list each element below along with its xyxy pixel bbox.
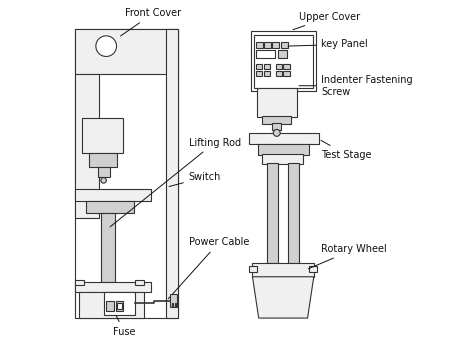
Bar: [79, 292, 144, 318]
Text: Power Cable: Power Cable: [168, 237, 249, 299]
Polygon shape: [253, 277, 314, 318]
Bar: [256, 42, 263, 48]
Text: Lifting Rod: Lifting Rod: [110, 137, 241, 227]
Circle shape: [101, 178, 106, 183]
Text: Fuse: Fuse: [113, 315, 136, 337]
Bar: [75, 282, 151, 292]
Bar: [258, 144, 310, 154]
Bar: [256, 71, 262, 76]
Bar: [276, 71, 282, 76]
Bar: [172, 303, 173, 307]
Text: Switch: Switch: [169, 172, 221, 187]
Bar: [256, 64, 262, 69]
Bar: [273, 42, 279, 48]
Bar: [104, 292, 136, 315]
Text: Upper Cover: Upper Cover: [293, 12, 360, 30]
Bar: [256, 50, 275, 58]
Bar: [278, 50, 287, 58]
Bar: [273, 123, 281, 130]
Bar: [283, 64, 290, 69]
Bar: [75, 74, 100, 218]
Bar: [276, 64, 282, 69]
Bar: [262, 154, 303, 164]
Bar: [75, 189, 151, 201]
Bar: [116, 301, 123, 311]
Bar: [75, 29, 179, 74]
Bar: [267, 163, 278, 263]
Bar: [75, 280, 84, 285]
Bar: [249, 133, 319, 144]
Bar: [98, 167, 109, 177]
Bar: [264, 64, 270, 69]
Text: Indenter Fastening
Screw: Indenter Fastening Screw: [299, 75, 413, 96]
Bar: [264, 71, 270, 76]
Bar: [262, 116, 291, 124]
Bar: [85, 201, 134, 213]
Bar: [175, 303, 176, 307]
Bar: [283, 71, 290, 76]
Circle shape: [96, 36, 117, 57]
Bar: [251, 31, 316, 91]
Circle shape: [273, 129, 280, 136]
Bar: [166, 29, 179, 318]
Bar: [75, 29, 179, 318]
Bar: [136, 280, 144, 285]
Bar: [253, 263, 314, 277]
Text: key Panel: key Panel: [288, 40, 368, 49]
Bar: [264, 42, 271, 48]
Bar: [257, 88, 297, 117]
Text: Test Stage: Test Stage: [321, 141, 372, 160]
Bar: [288, 163, 299, 263]
Text: Rotary Wheel: Rotary Wheel: [309, 244, 387, 269]
Bar: [82, 118, 123, 153]
Bar: [249, 266, 256, 272]
Bar: [170, 294, 177, 307]
Bar: [117, 303, 122, 310]
Bar: [281, 42, 288, 48]
Bar: [310, 266, 317, 272]
Text: Front Cover: Front Cover: [120, 8, 181, 36]
Bar: [254, 35, 313, 88]
Bar: [89, 153, 117, 167]
Bar: [106, 301, 114, 311]
Bar: [101, 213, 115, 282]
